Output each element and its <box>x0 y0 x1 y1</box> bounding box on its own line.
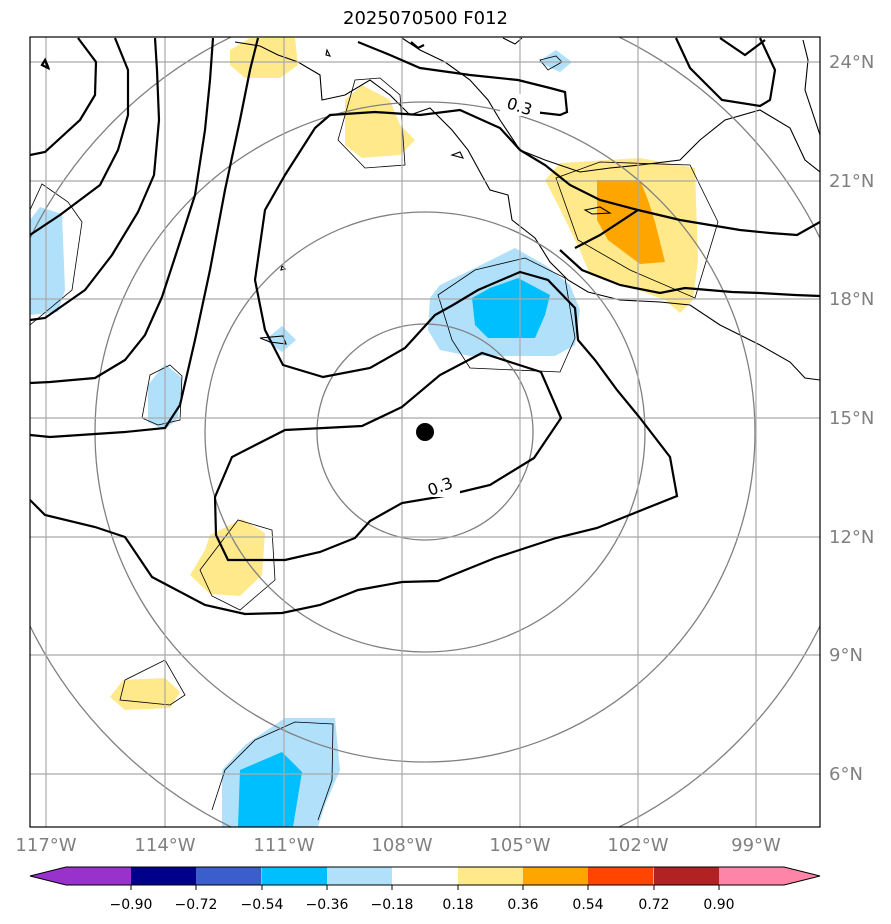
colorbar-segment <box>392 867 458 885</box>
thick-contour <box>719 37 766 57</box>
thick-contour <box>30 37 215 385</box>
thin-contour <box>30 183 83 326</box>
longitude-labels: 117°W 114°W 111°W 108°W 105°W 102°W 99°W <box>15 835 781 856</box>
colorbar-tick-label: −0.54 <box>241 897 284 913</box>
longitude-label: 99°W <box>731 835 781 856</box>
longitude-label: 105°W <box>489 835 550 856</box>
latitude-label: 12°N <box>829 527 874 548</box>
colorbar-tick-label: 0.18 <box>442 897 473 913</box>
range-rings <box>30 37 820 827</box>
thick-contour <box>357 40 569 117</box>
thick-contour <box>30 37 161 322</box>
positive-anomaly-patch <box>230 38 298 78</box>
colorbar: −0.90 −0.72 −0.54 −0.36 −0.18 0.18 0.36 … <box>29 866 821 913</box>
latitude-label: 24°N <box>829 52 874 73</box>
thick-contour <box>559 249 820 298</box>
longitude-label: 117°W <box>15 835 76 856</box>
thick-contour <box>213 351 563 562</box>
thick-contour <box>30 37 260 439</box>
colorbar-tick-label: 0.90 <box>703 897 734 913</box>
negative-anomaly-patch <box>238 752 302 827</box>
colorbar-extend-high <box>784 867 820 885</box>
contour-labels: 0.3 0.3 <box>420 93 540 500</box>
thick-contour <box>30 37 98 157</box>
longitude-label: 111°W <box>253 835 314 856</box>
contour-label-bg <box>420 475 460 497</box>
positive-anomaly-patch <box>110 678 180 710</box>
colorbar-segment <box>262 867 328 885</box>
range-ring <box>316 323 534 541</box>
coastline <box>401 37 820 173</box>
shading-layer <box>30 38 698 827</box>
colorbar-tick-label: 0.36 <box>507 897 538 913</box>
coastline <box>502 37 523 45</box>
latitude-label: 21°N <box>829 171 874 192</box>
latitude-label: 6°N <box>829 764 863 785</box>
latitude-label: 18°N <box>829 289 874 310</box>
range-ring <box>94 101 756 763</box>
longitude-label: 108°W <box>371 835 432 856</box>
colorbar-tick-label: −0.36 <box>306 897 349 913</box>
thick-contour <box>30 37 130 236</box>
negative-anomaly-patch <box>265 326 296 352</box>
coastline <box>259 335 287 345</box>
coastline <box>450 151 465 159</box>
negative-anomaly-patch <box>538 50 572 72</box>
colorbar-ticks <box>130 885 720 890</box>
thin-contour <box>211 721 334 821</box>
longitude-label: 114°W <box>134 835 195 856</box>
colorbar-tick-label: −0.18 <box>371 897 414 913</box>
colorbar-segment <box>131 867 197 885</box>
latitude-label: 9°N <box>829 645 863 666</box>
positive-anomaly-patch <box>345 85 415 158</box>
thick-contour <box>574 209 639 249</box>
colorbar-outline <box>29 866 821 886</box>
thick-contour-layer <box>30 37 820 616</box>
range-ring <box>204 211 646 653</box>
storm-center-marker <box>416 423 434 441</box>
positive-anomaly-patch <box>597 180 665 264</box>
thin-contour <box>337 77 406 169</box>
plot-frame <box>29 36 821 828</box>
thin-contour <box>437 257 576 373</box>
thick-contour <box>40 57 51 71</box>
colorbar-segment <box>588 867 654 885</box>
graticule <box>30 37 820 827</box>
colorbar-tick-label: −0.72 <box>175 897 218 913</box>
colorbar-segment <box>66 867 132 885</box>
coastline <box>234 41 820 381</box>
map-plot-area: 0.3 0.3 <box>30 37 820 827</box>
negative-anomaly-patch <box>472 278 550 338</box>
thick-contour <box>675 37 777 108</box>
colorbar-segment <box>719 867 785 885</box>
coastline <box>325 48 332 57</box>
contour-label-bg <box>500 94 540 116</box>
colorbar-segment <box>654 867 720 885</box>
colorbar-extend-low <box>30 867 66 885</box>
latitude-label: 15°N <box>829 408 874 429</box>
thick-contour <box>410 41 425 50</box>
coastline <box>802 39 820 136</box>
colorbar-segment <box>523 867 589 885</box>
colorbar-segment <box>196 867 262 885</box>
latitude-labels: 24°N 21°N 18°N 15°N 12°N 9°N 6°N <box>829 52 874 785</box>
negative-anomaly-patch <box>30 207 65 315</box>
colorbar-tick-label: 0.72 <box>638 897 669 913</box>
coastline-layer <box>41 37 820 381</box>
coastline <box>583 206 612 215</box>
colorbar-tick-label: −0.90 <box>110 897 153 913</box>
colorbar-tick-label: 0.54 <box>572 897 603 913</box>
thick-contour <box>30 108 820 616</box>
thin-contour <box>119 659 186 706</box>
colorbar-segment <box>458 867 524 885</box>
thin-contour <box>199 519 276 611</box>
longitude-label: 102°W <box>607 835 668 856</box>
colorbar-segment <box>327 867 393 885</box>
map-title: 2025070500 F012 <box>343 8 508 29</box>
